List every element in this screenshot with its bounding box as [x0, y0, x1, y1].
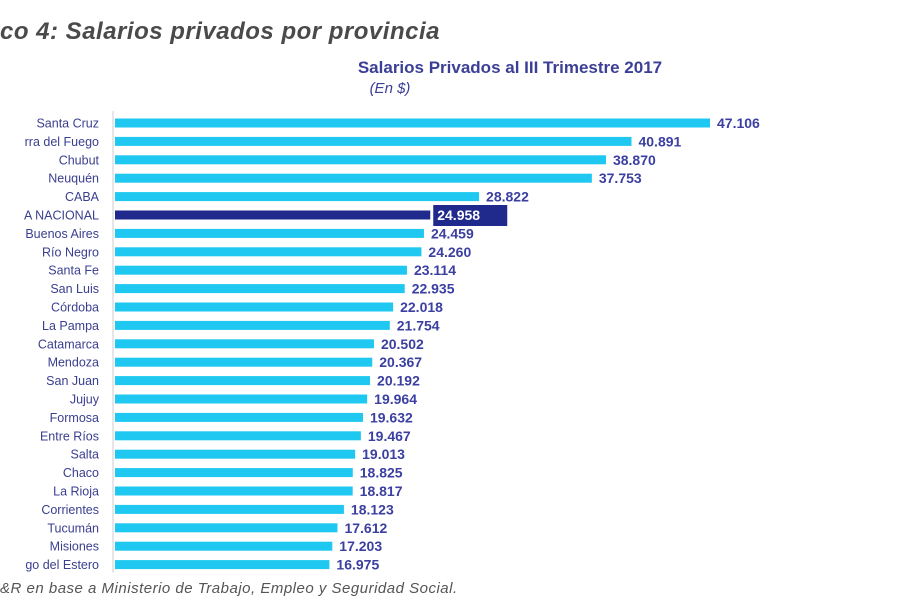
category-label: La Rioja	[53, 485, 99, 499]
value-label: 20.502	[381, 336, 424, 352]
bar	[115, 560, 330, 570]
bar	[115, 449, 356, 459]
bar	[115, 339, 374, 349]
value-label: 24.459	[431, 225, 474, 241]
bar	[115, 192, 480, 202]
value-label: 38.870	[613, 152, 656, 168]
bar	[115, 265, 407, 275]
category-label: Corrientes	[41, 503, 99, 517]
category-label: Buenos Aires	[25, 227, 99, 241]
category-label: A NACIONAL	[24, 209, 99, 223]
bar	[115, 431, 361, 441]
category-label: Neuquén	[48, 172, 99, 186]
bar	[115, 523, 338, 533]
bar	[115, 486, 353, 496]
bar	[115, 302, 394, 312]
value-label: 22.935	[412, 281, 455, 297]
category-label: Jujuy	[70, 393, 100, 407]
bar	[115, 412, 363, 422]
value-label: 19.964	[374, 391, 417, 407]
value-label: 16.975	[336, 557, 379, 573]
category-label: rra del Fuego	[25, 135, 99, 149]
value-label: 17.612	[344, 520, 387, 536]
chart-title-text: Salarios Privados al III Trimestre 2017	[357, 58, 663, 77]
category-label: Santa Cruz	[36, 117, 99, 131]
value-label: 18.825	[360, 465, 403, 481]
value-label: 28.822	[486, 189, 529, 205]
category-label: go del Estero	[25, 558, 99, 572]
value-label: 22.018	[400, 299, 443, 315]
bar	[115, 376, 371, 386]
value-label: 47.106	[717, 115, 760, 131]
bar	[115, 504, 344, 514]
bar	[115, 394, 368, 404]
bar	[115, 136, 632, 146]
value-label: 19.013	[362, 446, 405, 462]
value-label: 18.123	[351, 501, 394, 517]
category-label: Catamarca	[38, 337, 99, 351]
category-label: Chubut	[59, 153, 100, 167]
value-label-background	[433, 205, 508, 226]
category-label: Chaco	[63, 466, 99, 480]
bar	[115, 155, 606, 165]
category-label: Entre Ríos	[40, 429, 99, 443]
figure-heading: co 4: Salarios privados por provincia	[0, 18, 440, 45]
bar	[115, 284, 405, 294]
value-label: 18.817	[360, 483, 403, 499]
value-label: 21.754	[397, 317, 440, 333]
category-label: Santa Fe	[48, 264, 99, 278]
value-label: 20.192	[377, 373, 420, 389]
bar	[115, 357, 373, 367]
value-label: 24.260	[428, 244, 471, 260]
value-label: 24.958	[437, 207, 480, 223]
bar	[115, 247, 422, 257]
value-label: 19.632	[370, 409, 413, 425]
bar-highlight	[115, 210, 431, 220]
chart-title: Salarios Privados al III Trimestre 2017	[0, 58, 700, 78]
value-label: 20.367	[379, 354, 422, 370]
category-label: Salta	[71, 448, 100, 462]
value-label: 19.467	[368, 428, 411, 444]
category-label: Tucumán	[47, 521, 99, 535]
value-label: 23.114	[414, 262, 456, 278]
category-label: San Luis	[50, 282, 99, 296]
bar	[115, 173, 592, 183]
bar	[115, 320, 390, 330]
category-label: Córdoba	[51, 301, 99, 315]
category-label: San Juan	[46, 374, 99, 388]
source-note: &R en base a Ministerio de Trabajo, Empl…	[0, 580, 458, 597]
value-label: 40.891	[638, 133, 681, 149]
bar	[115, 541, 333, 551]
category-label: Misiones	[50, 540, 99, 554]
category-label: Mendoza	[48, 356, 99, 370]
category-label: Formosa	[50, 411, 99, 425]
value-label: 17.203	[339, 538, 382, 554]
bar	[115, 228, 424, 238]
bar	[115, 118, 710, 128]
bar	[115, 468, 353, 478]
value-label: 37.753	[599, 170, 642, 186]
category-label: Río Negro	[42, 245, 99, 259]
category-label: CABA	[65, 190, 100, 204]
chart-subtitle: (En $)	[369, 80, 411, 97]
category-label: La Pampa	[42, 319, 99, 333]
